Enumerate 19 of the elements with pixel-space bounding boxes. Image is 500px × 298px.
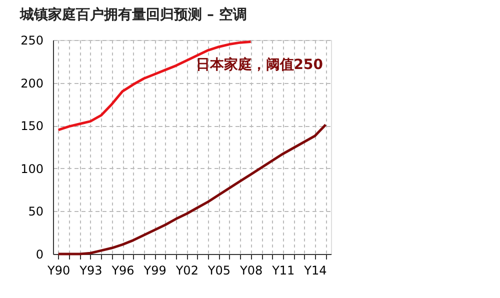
- y-tick-label: 100: [20, 162, 44, 176]
- x-tick-label: Y90: [46, 264, 70, 278]
- y-tick-label: 150: [20, 119, 44, 134]
- x-tick-label: Y08: [239, 264, 263, 278]
- y-tick-label: 50: [28, 204, 44, 219]
- x-tick-label: Y14: [303, 264, 327, 278]
- y-tick-label: 250: [20, 34, 44, 48]
- y-tick-label: 0: [36, 248, 44, 262]
- x-tick-label: Y11: [271, 264, 295, 278]
- annotation: 日本家庭，阈值250: [196, 56, 324, 73]
- x-tick-label: Y93: [78, 264, 102, 278]
- x-tick-label: Y05: [206, 264, 231, 278]
- x-tick-label: Y96: [110, 264, 134, 278]
- chart-title: 城镇家庭百户拥有量回归预测 – 空调: [19, 6, 247, 23]
- y-tick-label: 200: [20, 76, 44, 90]
- x-tick-label: Y99: [142, 264, 166, 278]
- line-series: [57, 123, 327, 256]
- x-tick-label: Y02: [174, 264, 198, 278]
- line-series: [57, 40, 252, 132]
